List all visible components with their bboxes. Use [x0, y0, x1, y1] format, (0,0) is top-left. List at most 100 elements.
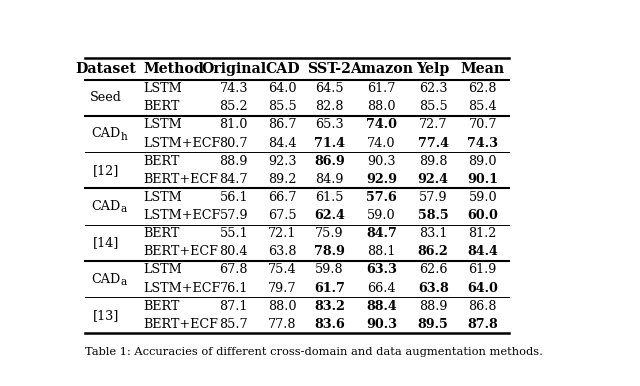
Text: 63.8: 63.8 — [418, 282, 449, 295]
Text: 85.4: 85.4 — [468, 100, 497, 113]
Text: 63.8: 63.8 — [268, 245, 296, 258]
Text: 57.6: 57.6 — [366, 191, 397, 204]
Text: 78.9: 78.9 — [314, 245, 345, 258]
Text: 89.5: 89.5 — [418, 318, 449, 331]
Text: 72.7: 72.7 — [419, 119, 447, 132]
Text: 61.7: 61.7 — [314, 282, 345, 295]
Text: Seed: Seed — [90, 91, 122, 104]
Text: 64.0: 64.0 — [268, 82, 296, 95]
Text: 90.1: 90.1 — [467, 173, 499, 186]
Text: LSTM: LSTM — [143, 119, 182, 132]
Text: Table 1: Accuracies of different cross-domain and data augmentation methods.: Table 1: Accuracies of different cross-d… — [85, 347, 543, 357]
Text: 57.9: 57.9 — [419, 191, 447, 204]
Text: Dataset: Dataset — [76, 62, 136, 76]
Text: LSTM: LSTM — [143, 82, 182, 95]
Text: 62.3: 62.3 — [419, 82, 447, 95]
Text: [13]: [13] — [93, 309, 119, 322]
Text: 85.2: 85.2 — [220, 100, 248, 113]
Text: 84.4: 84.4 — [268, 137, 296, 149]
Text: 92.9: 92.9 — [366, 173, 397, 186]
Text: 87.8: 87.8 — [467, 318, 498, 331]
Text: 88.0: 88.0 — [367, 100, 396, 113]
Text: 88.9: 88.9 — [419, 300, 447, 313]
Text: 74.0: 74.0 — [366, 119, 397, 132]
Text: 83.1: 83.1 — [419, 227, 447, 240]
Text: 67.8: 67.8 — [220, 264, 248, 276]
Text: Method: Method — [143, 62, 204, 76]
Text: BERT: BERT — [143, 155, 180, 168]
Text: 88.9: 88.9 — [220, 155, 248, 168]
Text: 76.1: 76.1 — [220, 282, 248, 295]
Text: CAD: CAD — [91, 273, 120, 286]
Text: 88.0: 88.0 — [268, 300, 296, 313]
Text: 62.6: 62.6 — [419, 264, 447, 276]
Text: LSTM+ECF: LSTM+ECF — [143, 137, 221, 149]
Text: 74.3: 74.3 — [220, 82, 248, 95]
Text: 71.4: 71.4 — [314, 137, 345, 149]
Text: 85.7: 85.7 — [220, 318, 248, 331]
Text: 81.2: 81.2 — [468, 227, 497, 240]
Text: 83.2: 83.2 — [314, 300, 345, 313]
Text: 75.4: 75.4 — [268, 264, 297, 276]
Text: [14]: [14] — [93, 236, 119, 249]
Text: 82.8: 82.8 — [316, 100, 344, 113]
Text: 65.3: 65.3 — [315, 119, 344, 132]
Text: 85.5: 85.5 — [419, 100, 447, 113]
Text: BERT: BERT — [143, 300, 180, 313]
Text: 59.0: 59.0 — [367, 209, 396, 222]
Text: 86.8: 86.8 — [468, 300, 497, 313]
Text: 86.2: 86.2 — [418, 245, 449, 258]
Text: 60.0: 60.0 — [467, 209, 498, 222]
Text: 61.5: 61.5 — [316, 191, 344, 204]
Text: 80.4: 80.4 — [220, 245, 248, 258]
Text: 90.3: 90.3 — [367, 155, 396, 168]
Text: 62.4: 62.4 — [314, 209, 345, 222]
Text: 64.0: 64.0 — [467, 282, 498, 295]
Text: Mean: Mean — [461, 62, 505, 76]
Text: 74.3: 74.3 — [467, 137, 499, 149]
Text: 61.7: 61.7 — [367, 82, 396, 95]
Text: 86.9: 86.9 — [314, 155, 345, 168]
Text: BERT+ECF: BERT+ECF — [143, 318, 218, 331]
Text: 80.7: 80.7 — [220, 137, 248, 149]
Text: BERT+ECF: BERT+ECF — [143, 245, 218, 258]
Text: 84.9: 84.9 — [316, 173, 344, 186]
Text: 79.7: 79.7 — [268, 282, 296, 295]
Text: h: h — [121, 132, 127, 142]
Text: 58.5: 58.5 — [418, 209, 449, 222]
Text: 74.0: 74.0 — [367, 137, 396, 149]
Text: 56.1: 56.1 — [220, 191, 248, 204]
Text: 90.3: 90.3 — [366, 318, 397, 331]
Text: 55.1: 55.1 — [220, 227, 248, 240]
Text: 62.8: 62.8 — [468, 82, 497, 95]
Text: CAD: CAD — [91, 127, 120, 141]
Text: 86.7: 86.7 — [268, 119, 296, 132]
Text: 89.2: 89.2 — [268, 173, 296, 186]
Text: 85.5: 85.5 — [268, 100, 297, 113]
Text: 59.0: 59.0 — [468, 191, 497, 204]
Text: LSTM+ECF: LSTM+ECF — [143, 209, 221, 222]
Text: 75.9: 75.9 — [315, 227, 344, 240]
Text: LSTM: LSTM — [143, 264, 182, 276]
Text: 59.8: 59.8 — [315, 264, 344, 276]
Text: 92.4: 92.4 — [418, 173, 449, 186]
Text: 89.8: 89.8 — [419, 155, 447, 168]
Text: BERT+ECF: BERT+ECF — [143, 173, 218, 186]
Text: 84.4: 84.4 — [467, 245, 498, 258]
Text: 66.4: 66.4 — [367, 282, 396, 295]
Text: a: a — [121, 277, 127, 287]
Text: Amazon: Amazon — [350, 62, 413, 76]
Text: 64.5: 64.5 — [315, 82, 344, 95]
Text: 66.7: 66.7 — [268, 191, 296, 204]
Text: a: a — [121, 205, 127, 215]
Text: 72.1: 72.1 — [268, 227, 296, 240]
Text: 92.3: 92.3 — [268, 155, 296, 168]
Text: 61.9: 61.9 — [468, 264, 497, 276]
Text: 87.1: 87.1 — [220, 300, 248, 313]
Text: BERT: BERT — [143, 100, 180, 113]
Text: 57.9: 57.9 — [220, 209, 248, 222]
Text: 67.5: 67.5 — [268, 209, 297, 222]
Text: Original: Original — [201, 62, 266, 76]
Text: 63.3: 63.3 — [366, 264, 397, 276]
Text: 83.6: 83.6 — [314, 318, 345, 331]
